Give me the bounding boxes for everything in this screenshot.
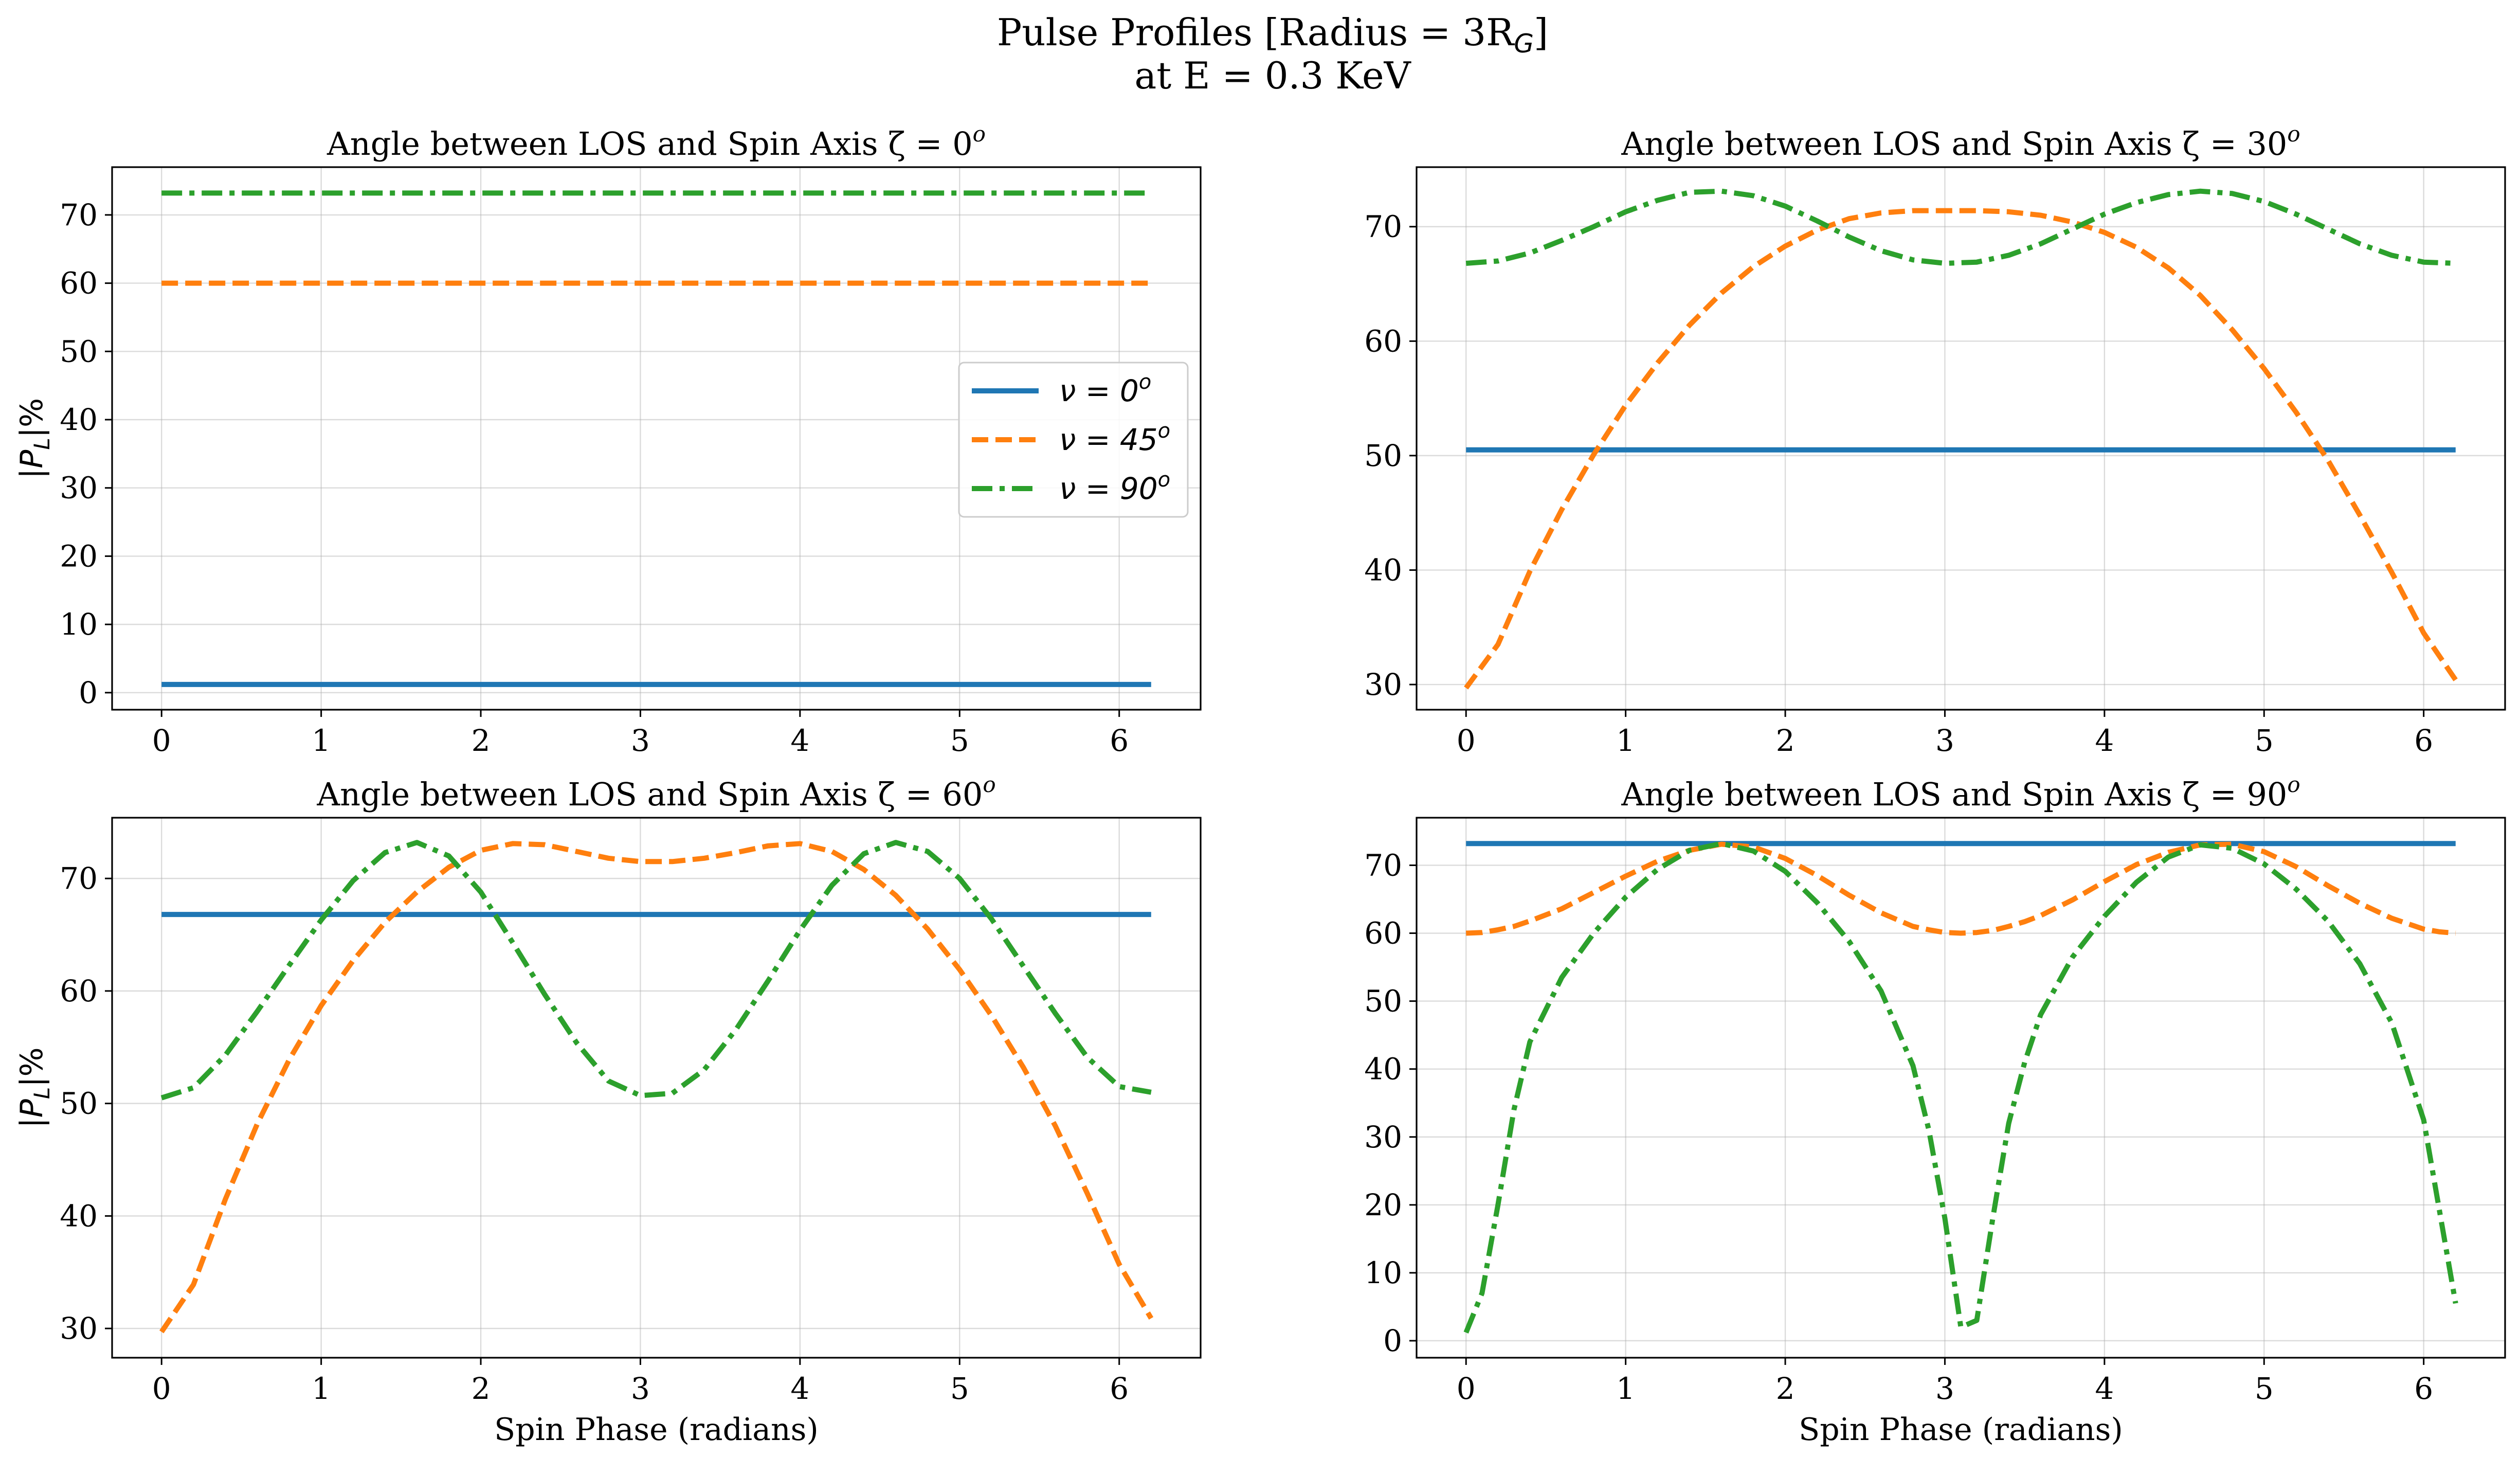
figure-title: Pulse Profiles [Radius = 3RG]: [997, 11, 1548, 59]
x-tick-label: 5: [2255, 723, 2274, 758]
x-tick-label: 2: [472, 723, 491, 758]
x-tick-label: 2: [1776, 723, 1795, 758]
x-tick-label: 3: [631, 1371, 650, 1406]
y-tick-label: 40: [1364, 552, 1402, 587]
x-tick-label: 4: [2095, 723, 2114, 758]
y-tick-label: 50: [60, 1086, 98, 1121]
series-line-nu-90: [1465, 188, 2456, 266]
y-tick-label: 30: [1364, 1120, 1402, 1155]
axes-frame: [111, 166, 1202, 711]
x-tick-label: 5: [950, 1371, 969, 1406]
y-tick-label: 30: [1364, 667, 1402, 702]
x-tick-label: 6: [1110, 1371, 1129, 1406]
subplot-2: 0 1 2 3 4 5 6 30 40 50 60 70 Angle between LOS and S…: [1364, 121, 2506, 758]
subplot-title: Angle between LOS and Spin Axis ζ = 60o: [316, 772, 995, 813]
legend-label: ν = 0o: [1059, 370, 1151, 408]
y-tick-label: 20: [1364, 1187, 1402, 1222]
y-axis-label: |PL|%: [14, 398, 55, 479]
y-tick-label: 40: [60, 1198, 98, 1233]
y-tick-label: 60: [1364, 916, 1402, 951]
x-axis-label: Spin Phase (radians): [1799, 1412, 2123, 1448]
figure-subtitle: at E = 0.3 KeV: [1134, 54, 1411, 97]
x-axis-label: Spin Phase (radians): [494, 1412, 819, 1448]
x-tick-label: 2: [1776, 1371, 1795, 1406]
y-tick-label: 60: [1364, 323, 1402, 358]
axes-frame: [1416, 166, 2506, 711]
x-tick-label: 6: [2414, 723, 2433, 758]
x-tick-label: 3: [1935, 723, 1954, 758]
y-tick-label: 40: [60, 402, 98, 437]
y-tick-label: 70: [1364, 848, 1402, 883]
x-tick-label: 1: [1616, 1371, 1635, 1406]
series-line-nu-90: [1463, 841, 2458, 1334]
subplot-title: Angle between LOS and Spin Axis ζ = 90o: [1621, 772, 2300, 813]
y-tick-label: 40: [1364, 1052, 1402, 1087]
legend-box: [958, 362, 1189, 518]
x-tick-label: 0: [152, 1371, 171, 1406]
x-tick-label: 5: [2255, 1371, 2274, 1406]
y-tick-label: 50: [60, 334, 98, 369]
y-tick-label: 0: [79, 675, 98, 710]
y-tick-label: 70: [1364, 209, 1402, 244]
legend-label: ν = 45o: [1059, 419, 1170, 457]
series-line-nu-45: [159, 841, 1154, 1334]
subplot-3: 0 1 2 3 4 5 6 30 40 50 60 70 Angle between LOS and S…: [14, 772, 1202, 1448]
subplot-title: Angle between LOS and Spin Axis ζ = 0o: [327, 121, 986, 163]
series-line-nu-45: [1465, 841, 2456, 936]
x-tick-label: 3: [1935, 1371, 1954, 1406]
legend: ν = 0o ν = 45o ν = 90o: [958, 362, 1189, 518]
x-tick-label: 3: [631, 723, 650, 758]
x-tick-label: 1: [312, 723, 331, 758]
y-tick-label: 0: [1383, 1323, 1402, 1358]
x-tick-label: 2: [472, 1371, 491, 1406]
x-tick-label: 4: [790, 723, 809, 758]
y-tick-label: 30: [60, 1311, 98, 1346]
x-tick-label: 0: [1457, 723, 1476, 758]
x-tick-label: 4: [790, 1371, 809, 1406]
y-tick-label: 30: [60, 471, 98, 506]
x-tick-label: 6: [2414, 1371, 2433, 1406]
x-tick-label: 1: [1616, 723, 1635, 758]
y-tick-label: 60: [60, 266, 98, 301]
y-tick-label: 60: [60, 974, 98, 1009]
y-tick-label: 20: [60, 538, 98, 573]
y-axis-label: |PL|%: [14, 1047, 55, 1128]
y-tick-label: 10: [60, 607, 98, 642]
y-tick-label: 10: [1364, 1255, 1402, 1290]
x-tick-label: 0: [152, 723, 171, 758]
y-tick-label: 70: [60, 197, 98, 232]
x-tick-label: 0: [1457, 1371, 1476, 1406]
series-line-nu-90: [160, 840, 1152, 1101]
y-tick-label: 50: [1364, 984, 1402, 1019]
x-tick-label: 4: [2095, 1371, 2114, 1406]
x-tick-label: 6: [1110, 723, 1129, 758]
y-tick-label: 70: [60, 861, 98, 896]
x-tick-label: 1: [312, 1371, 331, 1406]
axes-frame: [1416, 817, 2506, 1359]
x-tick-label: 5: [950, 723, 969, 758]
axes-frame: [111, 817, 1202, 1359]
subplot-title: Angle between LOS and Spin Axis ζ = 30o: [1621, 121, 2300, 163]
series-line-nu-45: [1464, 208, 2458, 690]
legend-label: ν = 90o: [1059, 468, 1170, 506]
y-tick-label: 50: [1364, 438, 1402, 473]
